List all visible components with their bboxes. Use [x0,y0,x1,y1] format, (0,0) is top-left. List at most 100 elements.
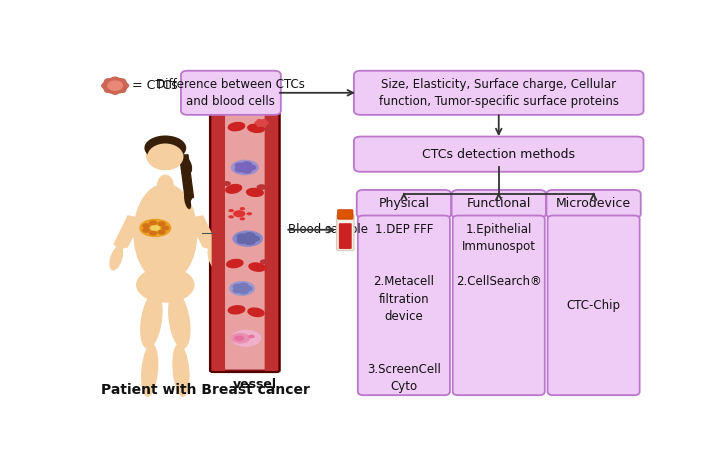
Ellipse shape [143,224,150,227]
Ellipse shape [146,139,182,153]
FancyArrow shape [114,216,141,249]
Ellipse shape [240,283,248,288]
FancyBboxPatch shape [221,111,269,370]
Ellipse shape [184,176,192,191]
Ellipse shape [228,306,245,314]
Circle shape [119,88,125,92]
Ellipse shape [150,221,156,225]
Ellipse shape [228,209,234,212]
Ellipse shape [242,162,251,167]
Ellipse shape [257,120,261,122]
Ellipse shape [184,194,191,209]
Ellipse shape [150,231,156,235]
Ellipse shape [143,229,150,232]
Ellipse shape [264,122,269,124]
Ellipse shape [141,344,158,397]
FancyBboxPatch shape [181,71,281,115]
FancyBboxPatch shape [212,110,225,371]
Circle shape [112,77,119,81]
FancyBboxPatch shape [451,190,546,218]
Text: Patient with Breast cancer: Patient with Breast cancer [101,383,310,397]
Circle shape [119,79,125,83]
FancyBboxPatch shape [338,210,353,219]
Ellipse shape [158,231,165,234]
Ellipse shape [246,212,252,215]
Text: CTCs detection methods: CTCs detection methods [422,148,575,161]
FancyArrow shape [189,216,217,249]
Ellipse shape [230,330,261,347]
Ellipse shape [249,263,265,271]
Text: Microdevice: Microdevice [556,197,631,211]
Ellipse shape [222,181,231,186]
Ellipse shape [233,288,242,292]
Ellipse shape [257,124,261,127]
Text: Physical: Physical [379,197,429,211]
Ellipse shape [240,207,245,210]
Ellipse shape [256,120,266,126]
FancyBboxPatch shape [546,190,641,218]
Ellipse shape [261,124,266,127]
Ellipse shape [145,140,185,170]
Ellipse shape [109,246,123,270]
Ellipse shape [183,158,192,174]
Ellipse shape [248,334,255,338]
Ellipse shape [233,210,246,217]
Text: = CTCs: = CTCs [132,79,177,92]
FancyBboxPatch shape [354,137,644,172]
Ellipse shape [260,259,269,264]
Circle shape [104,88,112,92]
Ellipse shape [256,184,266,190]
Ellipse shape [230,333,250,344]
Ellipse shape [147,144,184,170]
Ellipse shape [234,335,244,341]
Ellipse shape [140,292,163,349]
Circle shape [104,79,112,83]
Text: vessel: vessel [233,378,276,391]
Ellipse shape [245,239,255,244]
Ellipse shape [157,175,174,196]
Circle shape [102,84,109,88]
FancyBboxPatch shape [453,215,545,395]
Ellipse shape [248,308,264,316]
Ellipse shape [246,165,256,170]
Ellipse shape [243,286,252,291]
FancyArrow shape [179,155,194,201]
Text: Size, Elasticity, Surface charge, Cellular
function, Tumor-specific surface prot: Size, Elasticity, Surface charge, Cellul… [379,78,618,108]
Ellipse shape [228,122,245,131]
Ellipse shape [248,124,264,133]
Circle shape [112,90,119,94]
Ellipse shape [158,222,165,225]
Ellipse shape [238,238,248,243]
Text: 1.Epithelial
Immunospot

2.CellSearch®: 1.Epithelial Immunospot 2.CellSearch® [456,223,541,288]
Ellipse shape [238,234,248,239]
Ellipse shape [226,184,241,193]
Ellipse shape [235,167,245,172]
Text: 1.DEP FFF


2.Metacell
filtration
device


3.ScreenCell
Cyto: 1.DEP FFF 2.Metacell filtration device 3… [367,223,441,393]
Ellipse shape [231,160,258,175]
Ellipse shape [233,231,262,246]
Text: Blood sample: Blood sample [288,223,368,236]
Ellipse shape [230,282,254,295]
Ellipse shape [150,225,161,231]
Text: Difference between CTCs
and blood cells: Difference between CTCs and blood cells [156,78,305,108]
Ellipse shape [261,120,266,122]
Ellipse shape [246,188,264,196]
Ellipse shape [136,267,194,303]
FancyBboxPatch shape [358,215,450,395]
Ellipse shape [162,226,168,230]
FancyBboxPatch shape [265,110,278,371]
Ellipse shape [240,217,245,220]
FancyBboxPatch shape [337,214,354,250]
Ellipse shape [240,289,248,294]
Ellipse shape [207,246,221,270]
Ellipse shape [255,122,259,124]
FancyBboxPatch shape [547,215,639,395]
Circle shape [122,84,128,88]
Ellipse shape [140,219,171,237]
FancyBboxPatch shape [210,109,279,372]
Ellipse shape [133,183,197,283]
Ellipse shape [228,215,234,219]
Circle shape [108,81,122,90]
Ellipse shape [145,135,186,160]
Ellipse shape [227,260,243,267]
